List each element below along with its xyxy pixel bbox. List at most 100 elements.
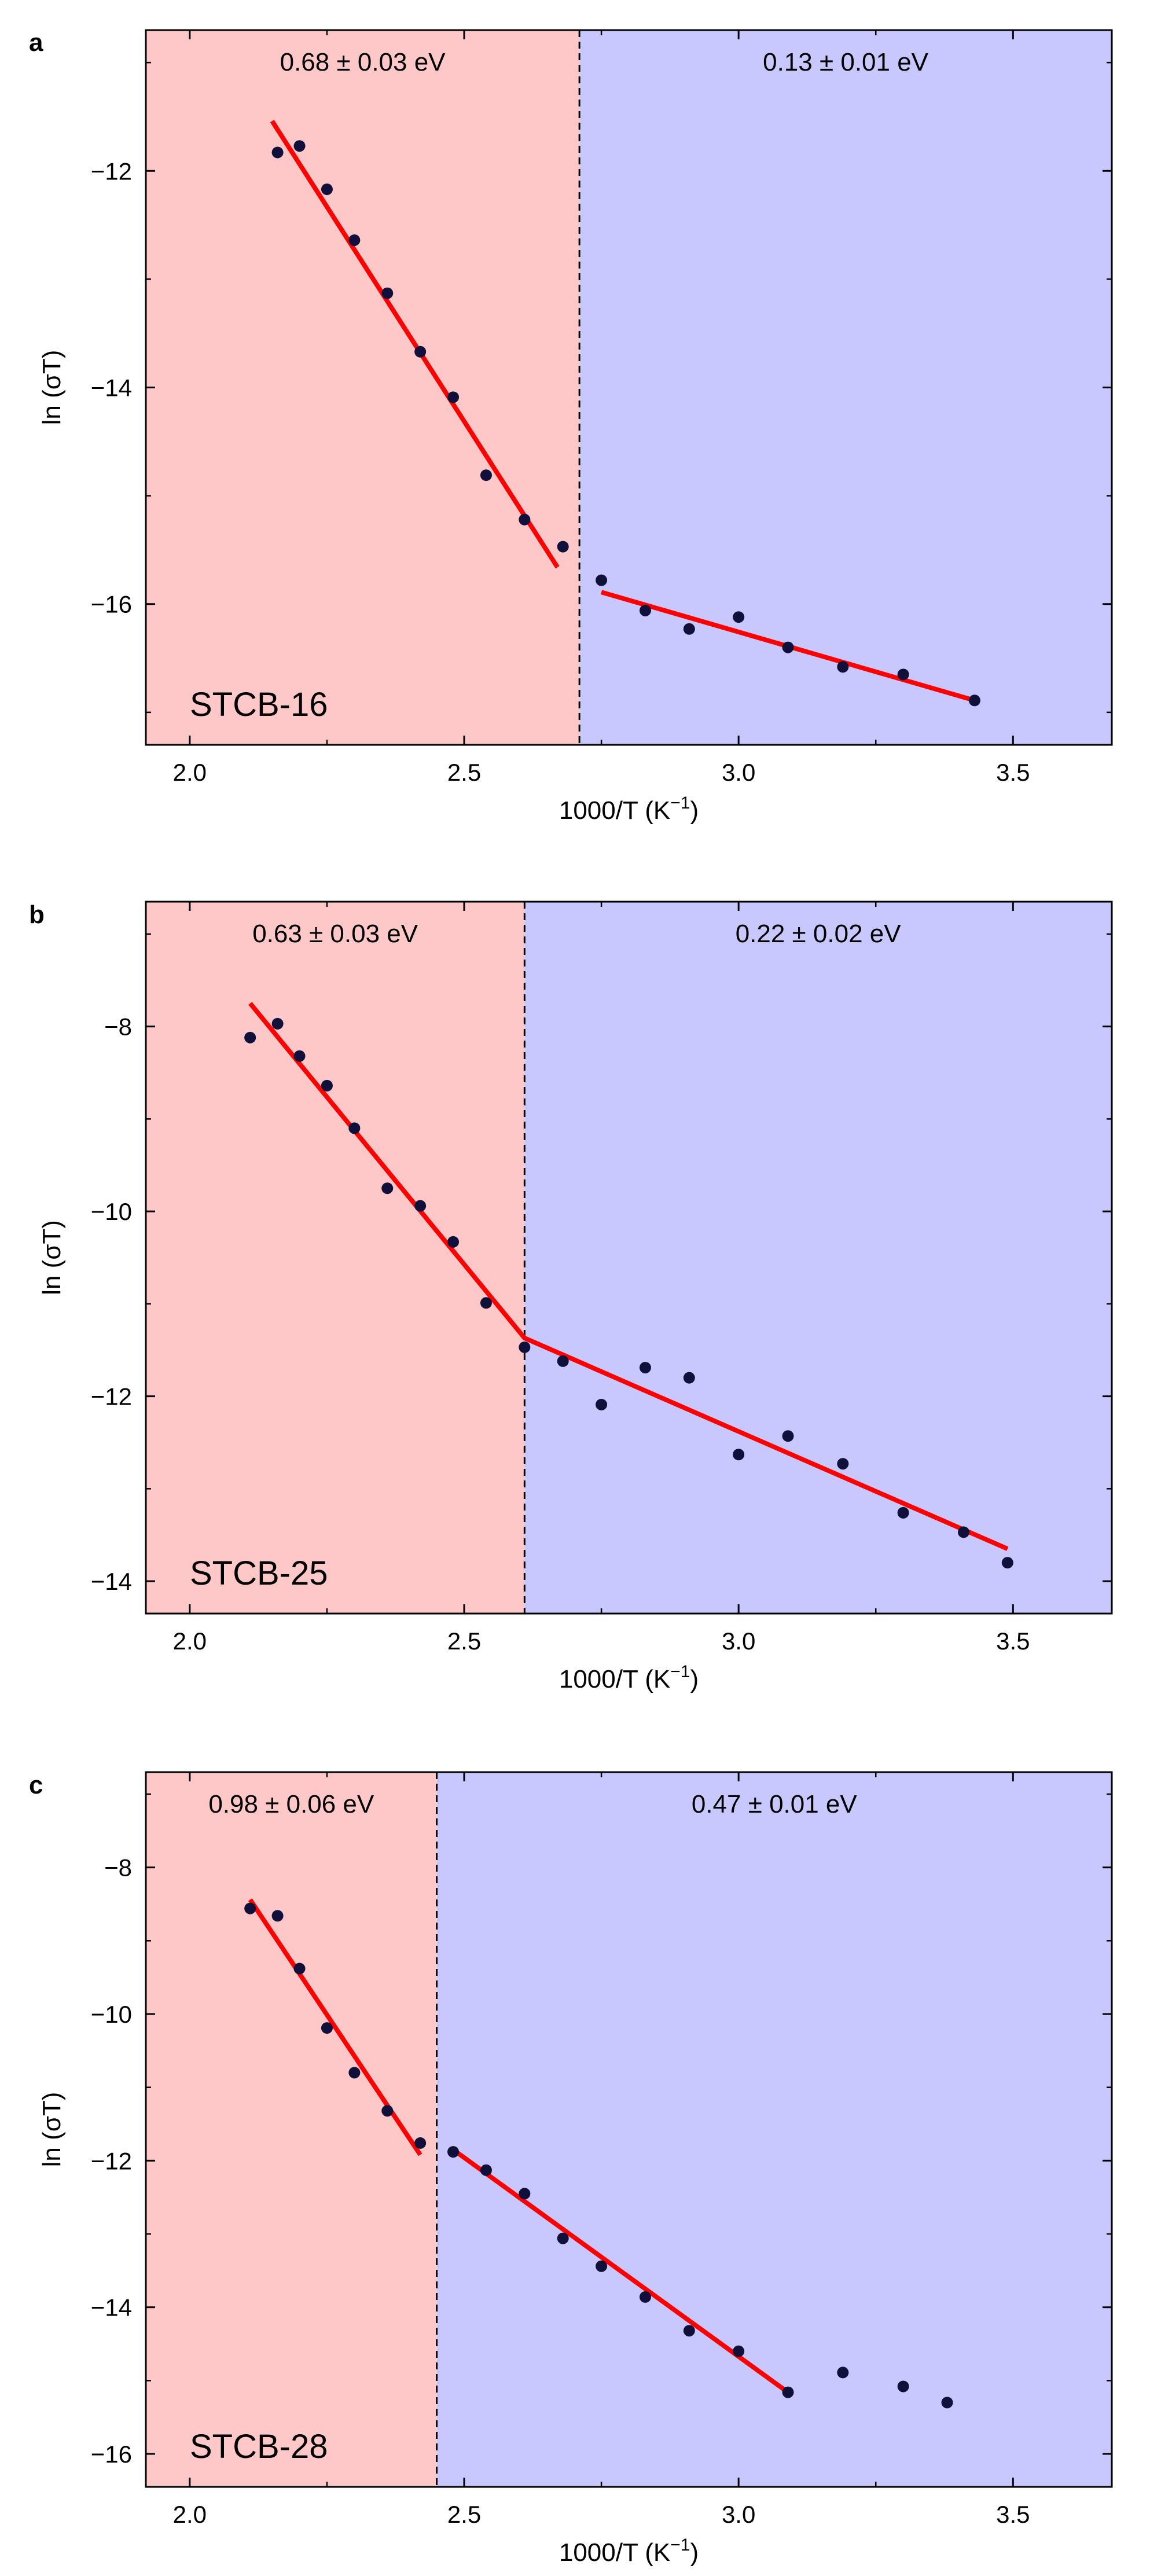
data-point xyxy=(519,2188,531,2200)
x-tick-label: 2.5 xyxy=(447,1627,481,1655)
fit-line-1 xyxy=(270,120,560,569)
x-axis-title-close: ) xyxy=(690,2538,699,2567)
y-tick-label: −14 xyxy=(91,1568,132,1595)
plot-frame xyxy=(145,29,1113,746)
sample-label: STCB-25 xyxy=(190,1555,328,1592)
data-point xyxy=(244,1031,256,1043)
data-point xyxy=(683,1372,695,1384)
data-point xyxy=(321,2022,333,2034)
y-tick-label: −8 xyxy=(104,1854,132,1882)
data-point xyxy=(480,1297,492,1309)
data-point xyxy=(271,146,284,159)
data-point xyxy=(837,1458,849,1470)
data-point xyxy=(557,541,569,553)
data-point xyxy=(782,1430,794,1442)
x-tick-label: 3.0 xyxy=(722,759,755,786)
y-tick-label: −8 xyxy=(104,1013,132,1041)
data-point xyxy=(733,2345,745,2357)
region-high-temp-bg xyxy=(146,902,525,1614)
x-axis-title-exponent: −1 xyxy=(670,1662,690,1681)
data-point xyxy=(557,2232,569,2244)
data-point xyxy=(519,1341,531,1353)
data-point xyxy=(639,2291,651,2303)
y-tick-label: −12 xyxy=(91,1383,132,1410)
data-point xyxy=(414,2137,427,2149)
fit-line-1 xyxy=(248,1002,1009,1551)
x-axis-title: 1000/T (K−1) xyxy=(559,1662,699,1693)
data-point xyxy=(447,1236,460,1248)
data-point xyxy=(683,623,695,635)
data-point xyxy=(447,391,460,403)
data-point xyxy=(271,1910,284,1922)
x-axis-title-main: 1000/T (K xyxy=(559,2538,670,2567)
data-point xyxy=(837,2366,849,2379)
region-high-temp-bg xyxy=(146,30,580,745)
activation-energy-label: 0.98 ± 0.06 eV xyxy=(208,1790,374,1818)
data-point xyxy=(348,2067,361,2079)
x-tick-label: 3.0 xyxy=(722,1627,755,1655)
data-point xyxy=(596,574,608,586)
data-point xyxy=(480,2164,492,2176)
x-tick-label: 2.0 xyxy=(173,759,207,786)
data-point xyxy=(348,1122,361,1134)
y-tick-label: −10 xyxy=(91,2001,132,2028)
data-point xyxy=(244,1902,256,1914)
x-tick-label: 3.5 xyxy=(996,2501,1030,2528)
x-tick-label: 3.5 xyxy=(996,1627,1030,1655)
data-point xyxy=(596,2260,608,2272)
x-tick-label: 2.5 xyxy=(447,759,481,786)
data-point xyxy=(293,140,306,152)
data-point xyxy=(837,661,849,673)
data-point xyxy=(381,2105,394,2117)
x-axis-title-close: ) xyxy=(690,1665,699,1693)
data-point xyxy=(321,183,333,196)
data-point xyxy=(447,2146,460,2158)
panel-letter: b xyxy=(29,901,45,929)
data-point xyxy=(782,2386,794,2398)
y-tick-label: −10 xyxy=(91,1198,132,1225)
x-axis-title-main: 1000/T (K xyxy=(559,796,670,825)
sample-label: STCB-16 xyxy=(190,686,328,723)
region-low-temp-bg xyxy=(436,1772,1112,2487)
data-point xyxy=(782,641,794,653)
data-point xyxy=(733,1449,745,1461)
y-tick-label: −12 xyxy=(91,157,132,185)
x-axis-title-exponent: −1 xyxy=(670,2535,690,2555)
y-axis-title: ln (σT) xyxy=(38,350,66,425)
data-point xyxy=(271,1017,284,1030)
activation-energy-label: 0.22 ± 0.02 eV xyxy=(736,920,902,948)
data-point xyxy=(639,1362,651,1374)
x-axis-title-exponent: −1 xyxy=(670,793,690,813)
x-tick-label: 2.5 xyxy=(447,2501,481,2528)
y-axis-title: ln (σT) xyxy=(38,2092,66,2167)
panel-b: 2.0 2.5 3.0 3.5 −14 −12 −10 −8 0.63 ± 0.03 eV 0.2… xyxy=(29,901,1113,1693)
data-point xyxy=(414,346,427,358)
y-axis-title: ln (σT) xyxy=(38,1220,66,1295)
x-axis-title-close: ) xyxy=(690,796,699,825)
data-point xyxy=(941,2397,953,2409)
panel-c: 2.0 2.5 3.0 3.5 −16 −14 −12 −10 −8 0.98 ± 0.06 eV… xyxy=(29,1771,1113,2567)
data-point xyxy=(381,1182,394,1195)
y-tick-label: −14 xyxy=(91,2294,132,2321)
plot-frame xyxy=(145,901,1113,1615)
data-point xyxy=(733,611,745,623)
region-low-temp-bg xyxy=(524,902,1112,1614)
y-tick-label: −14 xyxy=(91,374,132,402)
x-axis-title-main: 1000/T (K xyxy=(559,1665,670,1693)
panel-a: 2.0 2.5 3.0 3.5 −16 −14 −12 0.68 ± 0.03 eV 0.13 … xyxy=(29,28,1113,825)
x-axis-title: 1000/T (K−1) xyxy=(559,2535,699,2567)
data-point xyxy=(596,1398,608,1410)
fit-line-2 xyxy=(451,2148,789,2394)
region-high-temp-bg xyxy=(146,1772,437,2487)
data-point xyxy=(557,1355,569,1367)
x-tick-label: 3.5 xyxy=(996,759,1030,786)
data-point xyxy=(957,1526,969,1538)
activation-energy-label: 0.63 ± 0.03 eV xyxy=(252,920,418,948)
activation-energy-label: 0.13 ± 0.01 eV xyxy=(763,48,929,76)
data-point xyxy=(683,2325,695,2337)
x-axis-title: 1000/T (K−1) xyxy=(559,793,699,825)
data-point xyxy=(968,694,980,707)
data-point xyxy=(348,234,361,247)
data-point xyxy=(897,2380,909,2393)
